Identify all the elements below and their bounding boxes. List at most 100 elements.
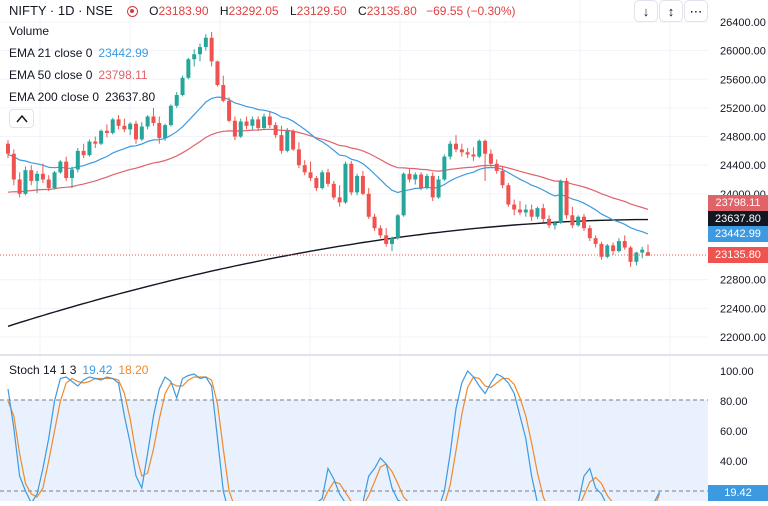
- candle-body: [372, 216, 377, 229]
- candle-body: [407, 173, 412, 180]
- symbol-title[interactable]: NIFTY · 1D · NSE: [9, 3, 113, 18]
- stoch-d-line: [7, 376, 661, 501]
- candle-body: [256, 119, 261, 128]
- price-tick-label: 26000.00: [720, 46, 766, 58]
- candle-body: [151, 116, 156, 123]
- open-value: 23183.90: [158, 4, 209, 18]
- candle-body: [244, 121, 249, 126]
- candle-body: [576, 216, 581, 226]
- candle-body: [442, 156, 447, 180]
- candle-body: [366, 193, 371, 217]
- expand-icon[interactable]: ↕: [659, 0, 683, 22]
- candle-body: [390, 238, 394, 244]
- open-label: O: [149, 4, 159, 18]
- more-icon[interactable]: ⋯: [684, 0, 708, 22]
- candle-body: [547, 218, 552, 226]
- candle-body: [459, 149, 464, 153]
- candle-body: [192, 54, 197, 60]
- collapse-legend-button[interactable]: [9, 109, 34, 128]
- ema21-line: [7, 96, 649, 235]
- candle-body: [634, 252, 639, 262]
- ema200-legend[interactable]: EMA 200 close 0 23637.80: [9, 89, 155, 105]
- ema200-price-tag: 23637.80: [708, 211, 768, 227]
- candle-body: [395, 215, 400, 239]
- candle-body: [267, 116, 272, 126]
- candle-body: [209, 37, 214, 62]
- candle-body: [646, 252, 650, 256]
- stoch-k-line: [7, 369, 661, 501]
- candle-body: [221, 85, 226, 101]
- candle-body: [198, 47, 202, 55]
- ema50-legend[interactable]: EMA 50 close 0 23798.11: [9, 67, 148, 83]
- candle-body: [168, 105, 173, 126]
- candle-body: [308, 172, 313, 179]
- candle-body: [174, 95, 179, 106]
- candle-body: [570, 215, 575, 226]
- price-tick-label: 25600.00: [720, 74, 766, 86]
- volume-label: Volume: [9, 24, 50, 38]
- candle-body: [122, 125, 127, 130]
- candle-body: [29, 170, 34, 181]
- price-tick-label: 22800.00: [720, 275, 766, 287]
- candle-body: [215, 61, 220, 85]
- chevron-up-icon: [16, 114, 28, 123]
- candle-body: [360, 175, 365, 194]
- arrow-down-icon[interactable]: ↓: [634, 0, 658, 22]
- candle-body: [378, 228, 383, 236]
- candle-body: [401, 173, 406, 216]
- close-label: C: [358, 4, 367, 18]
- candle-body: [564, 180, 569, 216]
- candle-body: [413, 174, 418, 180]
- stoch-tick-label: 100.00: [720, 366, 754, 378]
- candle-body: [250, 119, 255, 126]
- candle-body: [523, 209, 528, 213]
- ema21-legend[interactable]: EMA 21 close 0 23442.99: [9, 45, 148, 61]
- ema21-price-tag: 23442.99: [708, 226, 768, 242]
- ema50-line: [7, 128, 649, 210]
- candle-body: [430, 175, 435, 198]
- candle-body: [436, 179, 441, 198]
- grid: [0, 0, 708, 501]
- candle-body: [343, 163, 348, 203]
- candle-body: [616, 241, 621, 252]
- candle-body: [582, 216, 586, 229]
- stoch-tick-label: 80.00: [720, 396, 748, 408]
- candle-body: [6, 143, 10, 154]
- candle-body: [331, 183, 336, 198]
- candle-body: [99, 130, 104, 144]
- price-axis[interactable]: 26400.00 26000.00 25600.00 25200.00 24800.00…: [720, 17, 766, 344]
- volume-legend[interactable]: Volume: [9, 23, 49, 39]
- stoch-band: [0, 400, 708, 501]
- eye-icon[interactable]: [126, 6, 138, 17]
- stoch-legend[interactable]: Stoch 14 1 3 19.42 18.20: [9, 362, 148, 378]
- stoch-d-value: 18.20: [118, 363, 149, 377]
- stoch-axis[interactable]: 100.00 80.00 60.00 40.00: [720, 366, 754, 468]
- candle-body: [488, 153, 493, 164]
- candle-body: [541, 208, 546, 219]
- candle-body: [279, 135, 284, 151]
- candle-body: [529, 209, 534, 217]
- symbol-legend: NIFTY · 1D · NSE O23183.90 H23292.05 L23…: [9, 3, 516, 19]
- candle-body: [471, 154, 476, 157]
- candle-body: [448, 143, 453, 157]
- stoch-k-tag: 19.42: [708, 485, 768, 501]
- candle-body: [104, 130, 109, 133]
- candle-body: [128, 123, 133, 130]
- candle-body: [273, 125, 278, 136]
- stoch-tick-label: 60.00: [720, 426, 748, 438]
- candle-body: [35, 173, 40, 181]
- candle-body: [599, 243, 604, 257]
- candle-body: [326, 172, 330, 184]
- candle-body: [302, 165, 307, 173]
- ema21-label: EMA 21 close 0: [9, 46, 93, 60]
- low-value: 23129.50: [296, 4, 347, 18]
- ema200-label: EMA 200 close 0: [9, 90, 100, 104]
- candle-body: [384, 235, 389, 244]
- candle-body: [424, 175, 429, 189]
- ema50-price-tag: 23798.11: [708, 195, 768, 211]
- price-tick-label: 24400.00: [720, 160, 766, 172]
- candle-body: [46, 179, 51, 189]
- candle-body: [157, 122, 162, 138]
